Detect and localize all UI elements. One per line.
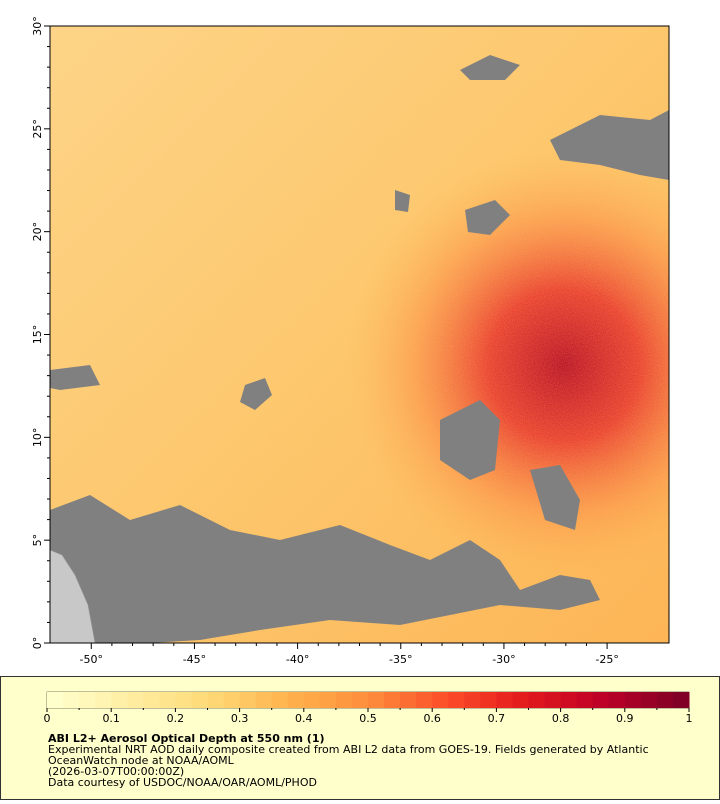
colorbar-tick-label: 0.4 (295, 712, 313, 725)
colorbar-step (239, 692, 257, 708)
colorbar-step (191, 692, 208, 708)
colorbar-step (496, 692, 513, 708)
colorbar-step (512, 692, 529, 708)
colorbar-step (319, 692, 337, 708)
colorbar-step (63, 692, 80, 708)
no-data-area (440, 400, 500, 480)
y-tick-label: 15° (31, 325, 44, 345)
colorbar-step (223, 692, 241, 708)
colorbar-tick-label: 0.3 (231, 712, 249, 725)
colorbar-step (624, 692, 642, 708)
colorbar-step (368, 692, 385, 708)
x-tick-label: -50° (80, 653, 103, 666)
colorbar-tick-label: 0 (44, 712, 51, 725)
colorbar-tick-label: 1 (686, 712, 693, 725)
colorbar-step (608, 692, 626, 708)
colorbar-step (175, 692, 192, 708)
caption-line: Experimental NRT AOD daily composite cre… (48, 743, 649, 767)
no-data-area (460, 55, 520, 80)
colorbar-step (400, 692, 417, 708)
colorbar-step (47, 692, 64, 708)
no-data-area (50, 365, 100, 390)
colorbar-step (159, 692, 176, 708)
colorbar-step (480, 692, 497, 708)
colorbar-step (672, 692, 690, 708)
colorbar-step (544, 692, 562, 708)
x-tick-label: -45° (183, 653, 206, 666)
colorbar-step (560, 692, 578, 708)
colorbar-step (127, 692, 144, 708)
caption-title: ABI L2+ Aerosol Optical Depth at 550 nm … (48, 732, 325, 745)
no-data-area (550, 110, 669, 180)
colorbar-step (432, 692, 449, 708)
x-tick-label: -35° (389, 653, 412, 666)
aod-imagery (50, 26, 669, 643)
colorbar-step (111, 692, 128, 708)
caption-line: Data courtesy of USDOC/NOAA/OAR/AOML/PHO… (48, 776, 317, 789)
colorbar-tick-label: 0.2 (167, 712, 185, 725)
y-tick-label: 30° (31, 16, 44, 36)
y-tick-label: 25° (31, 119, 44, 139)
colorbar-tick-label: 0.1 (102, 712, 120, 725)
y-tick-label: 20° (31, 222, 44, 242)
colorbar-tick-label: 0.9 (616, 712, 634, 725)
colorbar-step (351, 692, 369, 708)
caption: ABI L2+ Aerosol Optical Depth at 550 nm … (48, 733, 688, 788)
y-tick-label: 0° (31, 637, 44, 650)
colorbar-step (271, 692, 289, 708)
colorbar-step (416, 692, 433, 708)
colorbar-tick-label: 0.6 (423, 712, 441, 725)
colorbar-tick-label: 0.8 (552, 712, 570, 725)
colorbar-tick-label: 0.5 (359, 712, 377, 725)
x-tick-label: -30° (492, 653, 515, 666)
y-tick-label: 5° (31, 534, 44, 547)
no-data-area (465, 200, 510, 235)
colorbar-step (95, 692, 112, 708)
y-tick-label: 10° (31, 428, 44, 448)
colorbar-step (464, 692, 481, 708)
no-data-area (395, 190, 410, 212)
colorbar-step (656, 692, 674, 708)
x-tick-label: -25° (595, 653, 618, 666)
colorbar-step (592, 692, 610, 708)
colorbar-step (335, 692, 353, 708)
colorbar-step (287, 692, 305, 708)
no-data-area (530, 465, 580, 530)
colorbar-step (448, 692, 465, 708)
no-data-area (50, 495, 600, 643)
colorbar-step (640, 692, 658, 708)
colorbar-tick-label: 0.7 (488, 712, 506, 725)
colorbar-step (143, 692, 160, 708)
colorbar-step (576, 692, 594, 708)
colorbar-step (528, 692, 546, 708)
caption-line: (2026-03-07T00:00:00Z) (48, 765, 185, 778)
colorbar-step (79, 692, 96, 708)
colorbar-step (255, 692, 273, 708)
colorbar-step (303, 692, 321, 708)
x-tick-label: -40° (286, 653, 309, 666)
colorbar-step (384, 692, 401, 708)
land (50, 549, 96, 643)
no-data-area (240, 378, 272, 410)
colorbar-step (207, 692, 225, 708)
